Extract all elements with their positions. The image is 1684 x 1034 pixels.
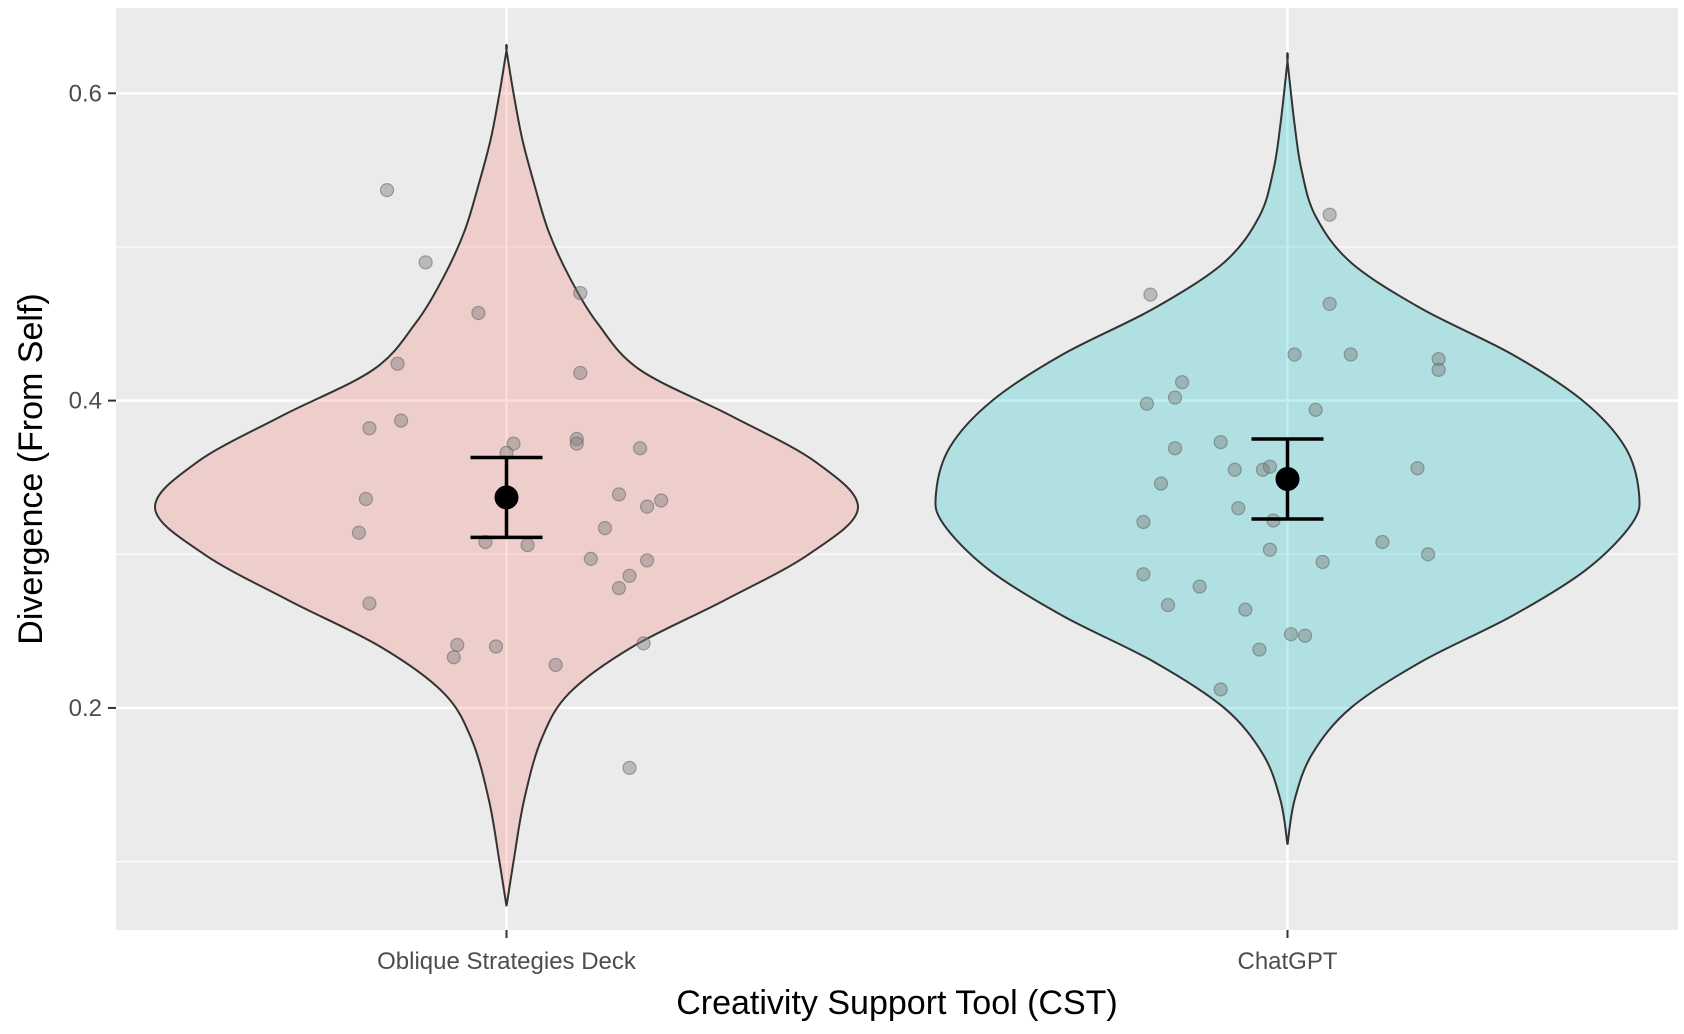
data-point xyxy=(583,551,598,566)
major-gridlines xyxy=(116,8,1678,930)
data-point xyxy=(632,441,648,456)
data-point xyxy=(569,436,584,451)
data-point xyxy=(446,650,461,665)
data-point xyxy=(379,182,395,198)
data-point xyxy=(1213,435,1228,450)
data-point xyxy=(1238,602,1253,617)
data-point xyxy=(1136,514,1151,530)
data-point xyxy=(611,487,627,502)
data-point xyxy=(418,255,433,270)
data-point xyxy=(1308,402,1323,417)
data-point xyxy=(611,580,627,596)
data-point xyxy=(1262,542,1278,557)
data-point xyxy=(471,305,486,321)
x-axis-title: Creativity Support Tool (CST) xyxy=(676,984,1118,1022)
plot-background xyxy=(116,8,1678,930)
data-point xyxy=(351,525,366,540)
data-point xyxy=(639,499,655,514)
y-tick-labels: 0.2 0.4 0.6 xyxy=(69,80,102,722)
data-point xyxy=(597,521,613,536)
data-point xyxy=(1375,534,1390,550)
data-point xyxy=(569,431,584,447)
data-point xyxy=(1153,476,1169,491)
data-point xyxy=(548,657,563,673)
data-point xyxy=(1160,597,1176,613)
data-point xyxy=(1139,396,1155,411)
data-point xyxy=(1315,554,1330,570)
error-bars xyxy=(470,437,1324,540)
axis-ticks xyxy=(108,92,1289,938)
minor-gridlines xyxy=(116,246,1678,863)
data-point xyxy=(622,760,637,775)
data-point xyxy=(573,285,588,301)
data-point xyxy=(1231,501,1246,516)
x-tick-labels: Oblique Strategies Deck ChatGPT xyxy=(377,948,1338,975)
mean-point xyxy=(494,485,519,510)
data-point xyxy=(1410,461,1425,476)
data-point xyxy=(362,596,377,611)
data-point xyxy=(1297,628,1313,643)
data-point xyxy=(1213,682,1228,697)
data-point xyxy=(520,537,535,553)
data-point xyxy=(358,491,374,507)
data-point xyxy=(1136,567,1151,582)
data-point xyxy=(1431,362,1446,377)
data-point xyxy=(1255,462,1270,477)
data-point xyxy=(1192,579,1207,594)
data-point xyxy=(390,356,405,371)
jitter-points xyxy=(351,182,1446,775)
data-point xyxy=(1227,462,1242,477)
data-point xyxy=(1287,347,1302,362)
data-point xyxy=(1252,642,1267,657)
data-point xyxy=(1420,547,1436,562)
data-point xyxy=(639,553,655,568)
y-tick-label: 0.2 xyxy=(69,695,102,722)
data-point xyxy=(1262,459,1278,474)
data-point xyxy=(622,568,637,583)
data-point xyxy=(488,639,504,654)
data-point xyxy=(393,413,409,428)
data-point xyxy=(1283,627,1299,642)
data-point xyxy=(1167,390,1183,405)
data-point xyxy=(362,421,377,436)
data-point xyxy=(654,493,669,508)
data-point xyxy=(1431,352,1446,367)
data-point xyxy=(1343,347,1358,362)
x-tick-label: Oblique Strategies Deck xyxy=(377,948,637,975)
data-point xyxy=(1174,375,1190,390)
mean-point xyxy=(1275,466,1300,491)
data-point xyxy=(450,637,465,653)
data-point xyxy=(1167,441,1183,456)
data-point xyxy=(573,365,588,381)
data-point xyxy=(1322,296,1337,311)
y-tick-label: 0.4 xyxy=(69,388,102,415)
data-point xyxy=(1322,207,1337,222)
data-point xyxy=(636,636,651,651)
y-tick-label: 0.6 xyxy=(69,80,102,107)
y-axis-title: Divergence (From Self) xyxy=(12,293,50,644)
data-point xyxy=(1143,287,1158,302)
x-tick-label: ChatGPT xyxy=(1237,948,1337,975)
